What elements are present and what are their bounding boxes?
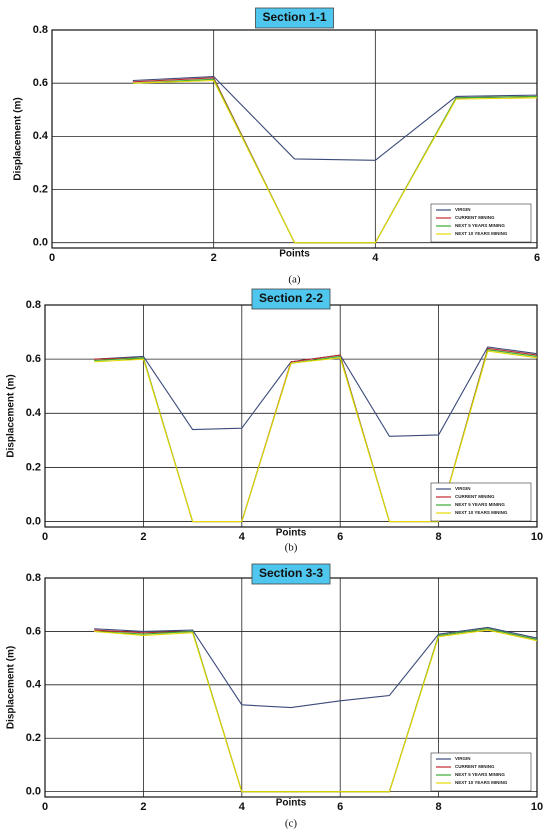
x-tick-label: 2	[211, 252, 217, 264]
title-box	[251, 563, 331, 585]
chart-title: Section 2-2	[259, 291, 323, 305]
x-tick-label: 10	[531, 531, 543, 543]
legend-label: VIRGIN	[455, 486, 471, 491]
x-tick-label: 4	[239, 801, 246, 813]
y-tick-label: 0.6	[33, 77, 48, 89]
y-tick-label: 0.4	[26, 679, 42, 691]
y-tick-label: 0.6	[26, 353, 41, 365]
legend-label: CURRENT MINING	[455, 494, 495, 499]
y-tick-label: 0.8	[26, 572, 41, 584]
series-line	[94, 626, 538, 709]
x-axis-title: Points	[279, 249, 310, 260]
series-line	[94, 629, 538, 793]
x-tick-label: 2	[140, 531, 146, 543]
title-box	[251, 288, 331, 310]
y-tick-label: 0.0	[26, 515, 41, 527]
legend-label: NEXT 10 YEARS MINING	[455, 780, 508, 785]
x-tick-label: 0	[42, 531, 48, 543]
legend-label: NEXT 10 YEARS MINING	[455, 510, 508, 515]
y-tick-label: 0.2	[26, 732, 41, 744]
x-axis-title: Points	[276, 798, 307, 809]
x-tick-label: 8	[436, 531, 442, 543]
plot-frame	[51, 29, 538, 249]
x-tick-label: 6	[337, 531, 343, 543]
y-tick-label: 0.2	[33, 183, 48, 195]
title-box	[255, 7, 334, 29]
legend-label: CURRENT MINING	[455, 764, 495, 769]
y-axis-title: Displacement (m)	[6, 374, 17, 457]
legend-label: VIRGIN	[455, 207, 471, 212]
x-tick-label: 8	[436, 801, 442, 813]
legend-label: NEXT 5 YEARS MINING	[455, 502, 505, 507]
caption: (c)	[285, 818, 298, 830]
x-axis-title: Points	[276, 528, 307, 539]
x-tick-label: 2	[140, 801, 146, 813]
y-tick-label: 0.2	[26, 461, 41, 473]
legend-label: NEXT 5 YEARS MINING	[455, 772, 505, 777]
y-tick-label: 0.0	[26, 786, 41, 798]
chart-title: Section 1-1	[262, 10, 326, 24]
series-line	[94, 350, 538, 523]
y-axis-title: Displacement (m)	[13, 97, 24, 180]
y-tick-label: 0.4	[33, 130, 49, 142]
chart-title: Section 3-3	[259, 566, 323, 580]
y-tick-label: 0.8	[33, 24, 48, 36]
y-tick-label: 0.0	[33, 237, 48, 249]
legend-label: CURRENT MINING	[455, 215, 495, 220]
series-line	[132, 79, 538, 244]
caption: (b)	[285, 542, 298, 554]
legend-label: NEXT 5 YEARS MINING	[455, 223, 505, 228]
y-tick-label: 0.4	[26, 407, 42, 419]
legend-label: VIRGIN	[455, 756, 471, 761]
x-tick-label: 4	[239, 531, 246, 543]
y-axis-title: Displacement (m)	[6, 646, 17, 729]
x-tick-label: 4	[372, 252, 379, 264]
x-tick-label: 0	[42, 801, 48, 813]
series-line	[132, 75, 538, 161]
y-tick-label: 0.8	[26, 299, 41, 311]
x-tick-label: 0	[49, 252, 55, 264]
x-tick-label: 6	[534, 252, 540, 264]
x-tick-label: 6	[337, 801, 343, 813]
y-tick-label: 0.6	[26, 625, 41, 637]
legend-label: NEXT 10 YEARS MINING	[455, 231, 508, 236]
caption: (a)	[288, 274, 301, 286]
x-tick-label: 10	[531, 801, 543, 813]
